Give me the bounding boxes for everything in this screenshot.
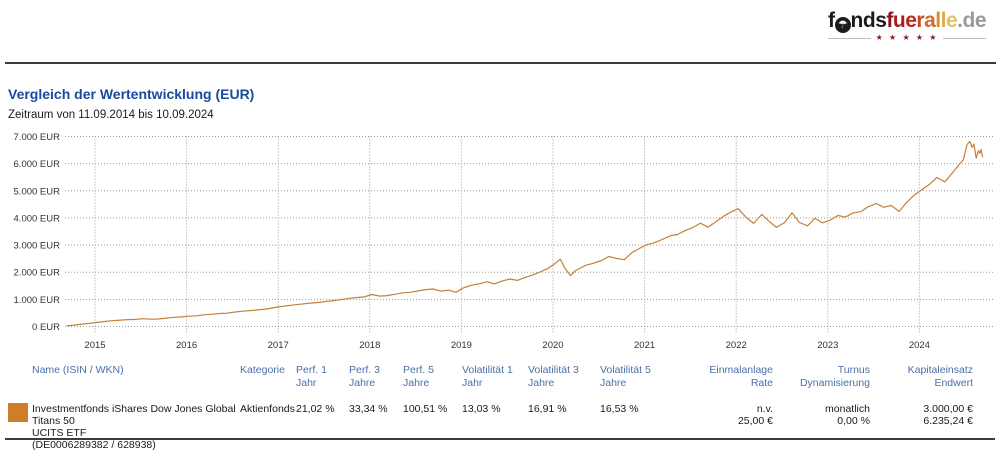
logo-wordmark: f ☂ ndsfueralle.de	[828, 9, 986, 33]
chart-line	[66, 140, 984, 327]
x-axis-label: 2022	[726, 340, 747, 351]
col-header-einmalanlage-rate: Einmalanlage Rate	[709, 364, 773, 389]
umbrella-icon: ☂	[834, 17, 851, 33]
dynamisierung-value: 0,00 %	[837, 415, 870, 427]
cell-einmalanlage-rate: n.v. 25,00 €	[738, 403, 773, 427]
col-header-kapitaleinsatz-endwert: Kapitaleinsatz Endwert	[907, 364, 973, 389]
y-axis-label: 7.000 EUR	[14, 132, 61, 143]
logo-letter-f: f	[828, 9, 835, 32]
logo-star-row: ★ ★ ★ ★ ★	[828, 33, 987, 42]
col-header-volatilitaet-1-jahr: Volatilität 1 Jahr	[462, 364, 513, 389]
y-axis-label: 0 EUR	[32, 322, 60, 333]
table-bottom-divider	[5, 438, 995, 440]
kapitaleinsatz-value: 3.000,00 €	[923, 403, 973, 415]
cell-volatilitaet-3-jahre: 16,91 %	[528, 403, 567, 415]
einmalanlage-value: n.v.	[756, 403, 773, 415]
logo-letters-fueralle: fueralle	[886, 9, 958, 32]
comparison-table: Name (ISIN / WKN) Kategorie Perf. 1 Jahr …	[0, 362, 1000, 451]
page-subtitle: Zeitraum von 11.09.2014 bis 10.09.2024	[8, 109, 214, 121]
col-header-turnus-dynamisierung: Turnus Dynamisierung	[799, 364, 870, 389]
cell-volatilitaet-5-jahre: 16,53 %	[600, 403, 639, 415]
performance-chart: 0 EUR 1.000 EUR 2.000 EUR 3.000 EUR 4.000 EU…	[14, 132, 995, 351]
col-header-perf-3-jahre: Perf. 3 Jahre	[349, 364, 380, 389]
x-axis-label: 2019	[451, 340, 472, 351]
star-icons: ★ ★ ★ ★ ★	[875, 33, 939, 42]
legend-swatch	[8, 403, 28, 422]
page-title: Vergleich der Wertentwicklung (EUR)	[8, 86, 255, 102]
x-axis-label: 2015	[84, 340, 105, 351]
cell-turnus-dynamisierung: monatlich 0,00 %	[825, 403, 870, 427]
fund-name-line1: Investmentfonds iShares Dow Jones Global…	[32, 403, 236, 427]
logo[interactable]: f ☂ ndsfueralle.de ★ ★ ★ ★ ★	[828, 10, 986, 42]
y-axis-label: 1.000 EUR	[14, 295, 61, 306]
y-axis-label: 3.000 EUR	[14, 241, 61, 252]
col-header-volatilitaet-3-jahre: Volatilität 3 Jahre	[528, 364, 579, 389]
col-header-volatilitaet-5-jahre: Volatilität 5 Jahre	[600, 364, 651, 389]
y-axis-label: 6.000 EUR	[14, 159, 61, 170]
x-axis-label: 2021	[634, 340, 655, 351]
x-axis-label: 2016	[176, 340, 197, 351]
y-axis-label: 5.000 EUR	[14, 186, 61, 197]
logo-suffix-de: .de	[957, 9, 986, 32]
cell-perf-5-jahre: 100,51 %	[403, 403, 448, 415]
col-header-perf-1-jahr: Perf. 1 Jahr	[296, 364, 327, 389]
fund-isin-wkn: (DE0006289382 / 628938)	[32, 439, 156, 451]
cell-fund-name: Investmentfonds iShares Dow Jones Global…	[32, 403, 247, 451]
fund-name-line2: UCITS ETF	[32, 427, 87, 439]
logo-rule-left	[828, 37, 871, 39]
header-divider	[5, 62, 996, 64]
logo-rule-right	[943, 37, 987, 39]
cell-kapitaleinsatz-endwert: 3.000,00 € 6.235,24 €	[923, 403, 973, 427]
x-axis-label: 2023	[817, 340, 838, 351]
logo-letters-nds: nds	[850, 9, 887, 32]
col-header-name: Name (ISIN / WKN)	[32, 364, 124, 376]
cell-perf-3-jahre: 33,34 %	[349, 403, 388, 415]
x-axis-label: 2024	[909, 340, 930, 351]
y-axis-label: 2.000 EUR	[14, 268, 61, 279]
cell-kategorie: Aktienfonds	[240, 403, 295, 415]
x-axis-label: 2017	[268, 340, 289, 351]
cell-perf-1-jahr: 21,02 %	[296, 403, 335, 415]
chart-area: 0 EUR 1.000 EUR 2.000 EUR 3.000 EUR 4.000 EU…	[0, 125, 1000, 357]
cell-volatilitaet-1-jahr: 13,03 %	[462, 403, 501, 415]
endwert-value: 6.235,24 €	[923, 415, 973, 427]
col-header-perf-5-jahre: Perf. 5 Jahre	[403, 364, 434, 389]
col-header-kategorie: Kategorie	[240, 364, 285, 376]
turnus-value: monatlich	[825, 403, 870, 415]
y-axis-label: 4.000 EUR	[14, 213, 61, 224]
x-axis-label: 2018	[359, 340, 380, 351]
x-axis-label: 2020	[542, 340, 563, 351]
rate-value: 25,00 €	[737, 415, 773, 427]
